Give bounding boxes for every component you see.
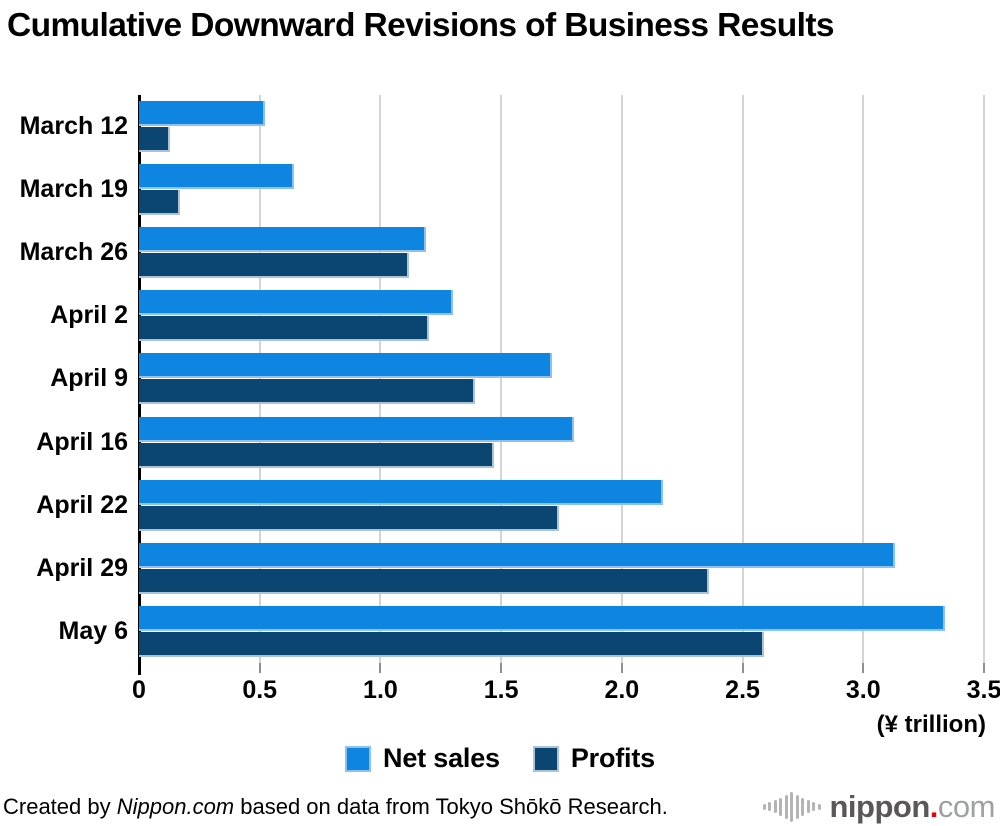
chart-row: March 19: [20, 158, 984, 221]
bar-net-sales: [139, 353, 552, 379]
bar-rows: March 12 March 19 March 26 April 2 April 9 Ap…: [20, 95, 984, 663]
x-tick-label: 3.0: [845, 676, 881, 704]
bar-profits: [139, 253, 410, 279]
y-axis-label: March 19: [19, 175, 128, 204]
bar-profits: [139, 379, 475, 405]
gridline: [258, 95, 261, 663]
y-axis-label: April 22: [36, 490, 128, 519]
chart-row: April 22: [36, 474, 984, 537]
x-tick-label: 3.5: [966, 676, 1000, 704]
chart-row: April 16: [36, 411, 984, 474]
y-axis-label: April 16: [36, 427, 128, 456]
bar-profits: [139, 505, 560, 531]
credit-source: Nippon.com: [116, 793, 235, 819]
gridline: [741, 95, 744, 663]
bar-net-sales: [139, 416, 574, 442]
bar-net-sales: [139, 605, 946, 631]
y-axis-label: April 29: [36, 553, 128, 582]
x-tick-label: 0.5: [242, 676, 278, 704]
logo-text: nippon.com: [830, 789, 996, 825]
bar-net-sales: [139, 542, 895, 568]
x-tick: [500, 663, 503, 673]
chart-row: March 26: [20, 221, 984, 284]
bar-net-sales: [139, 101, 265, 126]
chart-title: Cumulative Downward Revisions of Busines…: [7, 7, 835, 44]
x-tick: [741, 663, 744, 673]
y-axis-label: May 6: [58, 616, 128, 645]
x-axis-unit-label: (¥ trillion): [876, 711, 986, 738]
chart-row: April 9: [50, 347, 984, 410]
credit-line: Created by Nippon.com based on data from…: [3, 794, 668, 820]
chart-row: May 6: [59, 600, 984, 663]
credit-suffix: based on data from Tokyo Shōkō Research.: [234, 793, 668, 819]
gridline: [620, 95, 623, 663]
x-tick-label: 1.0: [363, 676, 398, 704]
logo-tld: com: [937, 788, 996, 824]
chart-row: April 2: [50, 284, 984, 347]
bar-profits: [139, 316, 429, 342]
logo-dot: .: [929, 788, 939, 824]
x-tick: [379, 663, 382, 673]
gridline: [983, 95, 985, 663]
net-sales-swatch: [345, 745, 372, 772]
plot-area: March 12 March 19 March 26 April 2 April 9 Ap…: [20, 95, 1000, 738]
profits-swatch: [532, 745, 559, 772]
chart-row: April 29: [36, 537, 984, 600]
chart-row: March 12: [20, 95, 984, 158]
gridline: [862, 95, 865, 663]
y-axis-label: March 26: [19, 238, 128, 267]
credit-prefix: Created by: [3, 793, 117, 819]
x-tick-label: 2.0: [604, 676, 640, 704]
bar-profits: [139, 568, 709, 594]
x-tick: [138, 663, 140, 673]
x-tick-label: 1.5: [483, 676, 519, 704]
bar-profits: [139, 127, 171, 152]
bar-profits: [139, 190, 181, 216]
bar-net-sales: [139, 164, 294, 190]
x-tick: [620, 663, 623, 673]
bar-net-sales: [139, 227, 427, 253]
gridline: [379, 95, 382, 663]
soundwave-icon: [762, 791, 821, 822]
x-tick: [258, 663, 261, 673]
y-axis-label: April 2: [50, 301, 128, 330]
x-tick: [862, 663, 865, 673]
footer: Created by Nippon.com based on data from…: [0, 787, 1000, 826]
legend-item-profits: Profits: [532, 743, 655, 774]
legend-label-net-sales: Net sales: [383, 743, 500, 773]
nippon-com-logo: nippon.com: [762, 789, 996, 825]
bar-net-sales: [139, 479, 663, 505]
bar-profits: [139, 442, 494, 468]
x-tick: [983, 663, 985, 673]
x-tick-label: 2.5: [725, 676, 760, 704]
legend-item-net-sales: Net sales: [345, 743, 500, 774]
legend-label-profits: Profits: [570, 743, 655, 773]
x-tick-label: 0: [132, 676, 146, 704]
legend: Net sales Profits: [0, 743, 1000, 774]
bar-net-sales: [139, 290, 453, 316]
y-axis-label: April 9: [50, 364, 128, 393]
bar-profits: [139, 631, 765, 657]
y-axis-label: March 12: [19, 112, 128, 141]
gridline: [500, 95, 503, 663]
logo-word: nippon: [829, 788, 931, 824]
